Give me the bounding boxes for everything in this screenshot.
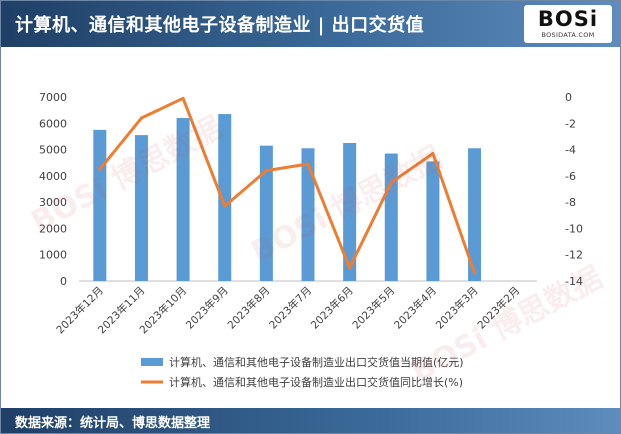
line-point (473, 271, 477, 275)
x-tick-label: 2023年7月 (266, 284, 314, 332)
x-tick-label: 2023年4月 (391, 284, 439, 332)
line-point (98, 167, 102, 171)
y-right-tick-label: -4 (565, 144, 576, 157)
y-left-tick-label: 7000 (39, 91, 67, 104)
y-right-tick-label: 0 (565, 91, 572, 104)
logo-word: BOSi (537, 7, 599, 31)
bar (176, 118, 190, 282)
x-tick-label: 2023年9月 (183, 284, 231, 332)
bar (384, 153, 398, 281)
source-footer: 数据来源：统计局、博思数据整理 (1, 408, 620, 433)
line-point (306, 162, 310, 166)
line-point (431, 152, 435, 156)
y-right-tick-label: -2 (565, 117, 576, 130)
y-right-tick-label: -6 (565, 170, 576, 183)
bar (218, 114, 232, 281)
y-left-tick-label: 3000 (39, 196, 67, 209)
line-point (223, 204, 227, 208)
bar (426, 161, 440, 281)
line-series (98, 96, 477, 275)
bar (343, 143, 357, 281)
y-right-tick-label: -14 (565, 275, 583, 288)
title-banner: 计算机、通信和其他电子设备制造业 | 出口交货值 BOSi BOSIDATA.C… (1, 1, 620, 47)
x-tick-label: 2023年8月 (225, 284, 273, 332)
bar (259, 145, 273, 281)
x-tick-label: 2023年2月 (475, 284, 523, 332)
brand-logo: BOSi BOSIDATA.COM (524, 5, 612, 43)
legend-label-line: 计算机、通信和其他电子设备制造业出口交货值同比增长(%) (169, 375, 463, 389)
y-right-tick-label: -10 (565, 222, 583, 235)
y-left-tick-label: 2000 (39, 222, 67, 235)
line-point (264, 169, 268, 173)
legend-label-bar: 计算机、通信和其他电子设备制造业出口交货值当期值(亿元) (169, 355, 464, 369)
page-title: 计算机、通信和其他电子设备制造业 | 出口交货值 (15, 15, 425, 36)
line-point (181, 96, 185, 100)
y-left-tick-label: 5000 (39, 144, 67, 157)
y-left-tick-label: 6000 (39, 117, 67, 130)
bar (93, 129, 107, 281)
line-point (348, 266, 352, 270)
y-right-tick-label: -12 (565, 249, 583, 262)
bar (134, 135, 148, 281)
bar (301, 148, 315, 281)
combo-chart: 0 1000 2000 3000 4000 5000 6000 7000 0 -2 -4 -6 -8 -1… (39, 91, 583, 389)
line-point (389, 180, 393, 184)
bar (468, 148, 482, 281)
y-right-tick-label: -8 (565, 196, 576, 209)
source-text: 数据来源：统计局、博思数据整理 (15, 416, 211, 431)
x-tick-label: 2023年6月 (308, 284, 356, 332)
y-left-tick-label: 1000 (39, 249, 67, 262)
y-left-tick-label: 4000 (39, 170, 67, 183)
y-left-tick-label: 0 (60, 275, 67, 288)
x-tick-label: 2023年5月 (350, 284, 398, 332)
logo-subtext: BOSIDATA.COM (541, 31, 595, 39)
line-point (139, 116, 143, 120)
x-tick-label: 2023年3月 (433, 284, 481, 332)
legend-swatch-bar (141, 358, 163, 366)
